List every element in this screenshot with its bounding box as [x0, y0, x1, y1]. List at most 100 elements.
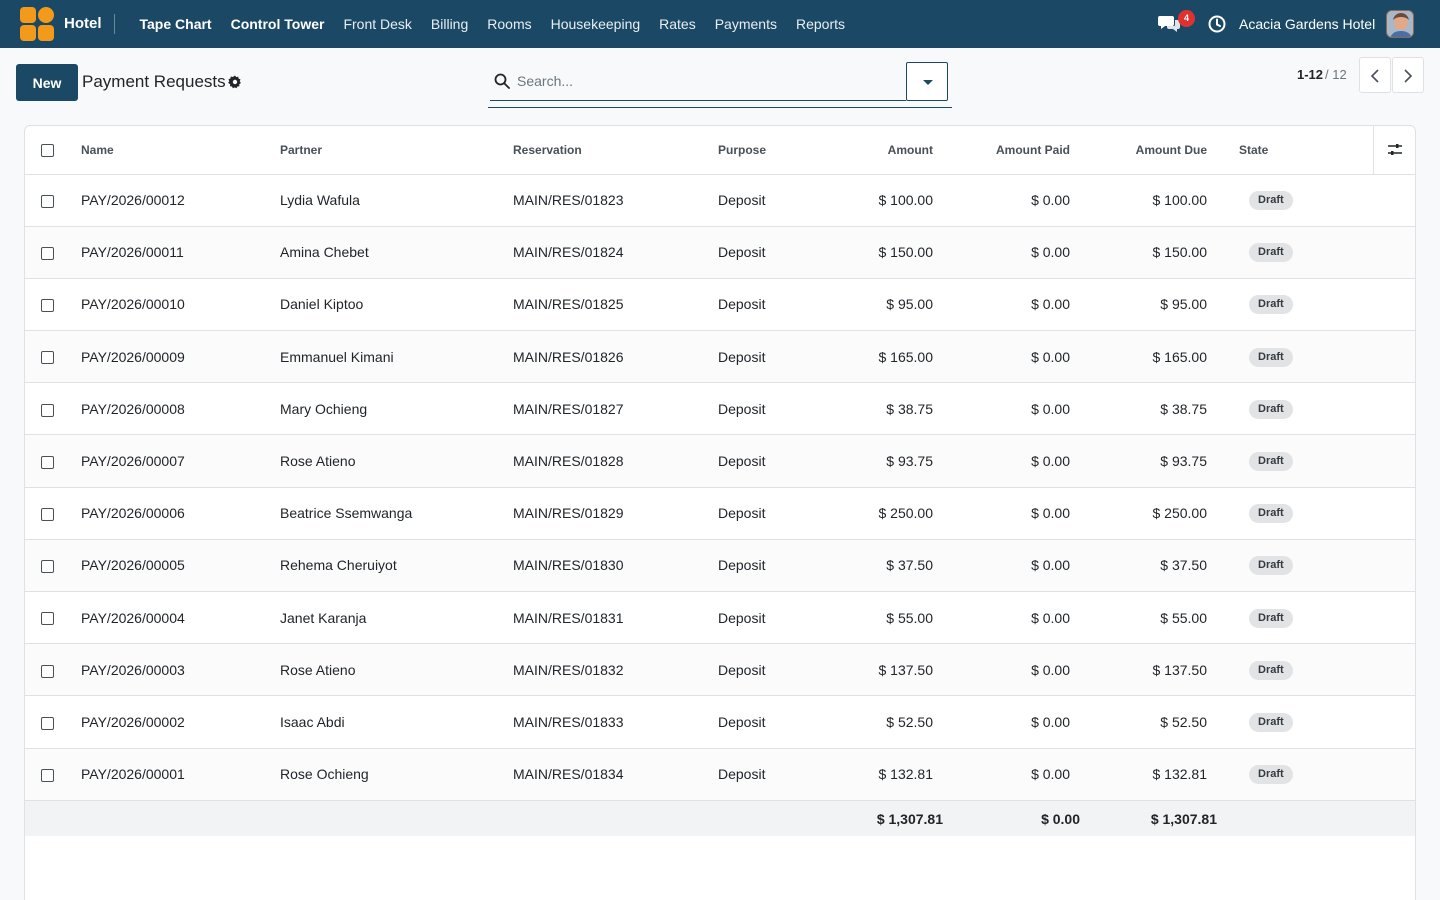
cell-amount-due[interactable]: $ 38.75	[1070, 382, 1207, 436]
cell-state[interactable]: Draft	[1207, 330, 1373, 384]
cell-purpose[interactable]: Deposit	[718, 330, 838, 384]
cell-amount-paid[interactable]: $ 0.00	[933, 695, 1070, 749]
header-reservation[interactable]: Reservation	[513, 126, 718, 175]
search-options-toggle[interactable]	[906, 62, 948, 101]
header-amount-due[interactable]: Amount Due	[1070, 126, 1207, 175]
menu-tape-chart[interactable]: Tape Chart	[139, 16, 212, 32]
row-checkbox[interactable]	[41, 247, 54, 261]
cell-amount-paid[interactable]: $ 0.00	[933, 226, 1070, 279]
search-input[interactable]	[517, 70, 897, 92]
cell-purpose[interactable]: Deposit	[718, 748, 838, 801]
user-avatar[interactable]	[1386, 10, 1414, 38]
menu-billing[interactable]: Billing	[430, 16, 469, 32]
cell-partner[interactable]: Mary Ochieng	[280, 382, 513, 436]
cell-partner[interactable]: Rose Atieno	[280, 434, 513, 488]
clock-icon[interactable]	[1208, 15, 1226, 33]
cell-purpose[interactable]: Deposit	[718, 174, 838, 227]
cell-state[interactable]: Draft	[1207, 278, 1373, 332]
pager-next-button[interactable]	[1392, 57, 1424, 93]
cell-name[interactable]: PAY/2026/00006	[81, 487, 280, 540]
menu-housekeeping[interactable]: Housekeeping	[550, 16, 641, 32]
cell-partner[interactable]: Daniel Kiptoo	[280, 278, 513, 332]
menu-reports[interactable]: Reports	[795, 16, 845, 32]
cell-partner[interactable]: Rehema Cheruiyot	[280, 539, 513, 593]
cell-state[interactable]: Draft	[1207, 434, 1373, 488]
cell-amount-paid[interactable]: $ 0.00	[933, 382, 1070, 436]
table-row[interactable]: PAY/2026/00005 Rehema Cheruiyot MAIN/RES/0…	[25, 539, 1415, 593]
app-name[interactable]: Hotel	[64, 15, 102, 32]
cell-purpose[interactable]: Deposit	[718, 382, 838, 436]
header-amount-paid[interactable]: Amount Paid	[933, 126, 1070, 175]
cell-amount-paid[interactable]: $ 0.00	[933, 591, 1070, 645]
cell-reservation[interactable]: MAIN/RES/01826	[513, 330, 718, 384]
optional-columns-toggle[interactable]	[1372, 126, 1415, 175]
table-row[interactable]: PAY/2026/00004 Janet Karanja MAIN/RES/0183…	[25, 591, 1415, 645]
cell-amount-due[interactable]: $ 52.50	[1070, 695, 1207, 749]
cell-amount-due[interactable]: $ 165.00	[1070, 330, 1207, 384]
gear-icon[interactable]	[228, 75, 242, 89]
cell-reservation[interactable]: MAIN/RES/01833	[513, 695, 718, 749]
cell-name[interactable]: PAY/2026/00005	[81, 539, 280, 593]
cell-amount[interactable]: $ 37.50	[838, 539, 933, 593]
cell-state[interactable]: Draft	[1207, 226, 1373, 279]
cell-purpose[interactable]: Deposit	[718, 226, 838, 279]
cell-amount-paid[interactable]: $ 0.00	[933, 174, 1070, 227]
cell-amount[interactable]: $ 38.75	[838, 382, 933, 436]
cell-state[interactable]: Draft	[1207, 382, 1373, 436]
cell-purpose[interactable]: Deposit	[718, 591, 838, 645]
header-amount[interactable]: Amount	[838, 126, 933, 175]
cell-name[interactable]: PAY/2026/00008	[81, 382, 280, 436]
table-row[interactable]: PAY/2026/00010 Daniel Kiptoo MAIN/RES/0182…	[25, 278, 1415, 332]
cell-reservation[interactable]: MAIN/RES/01834	[513, 748, 718, 801]
chat-icon[interactable]	[1158, 15, 1180, 33]
row-checkbox[interactable]	[41, 612, 54, 626]
cell-state[interactable]: Draft	[1207, 539, 1373, 593]
cell-reservation[interactable]: MAIN/RES/01823	[513, 174, 718, 227]
table-row[interactable]: PAY/2026/00009 Emmanuel Kimani MAIN/RES/01…	[25, 330, 1415, 384]
cell-amount[interactable]: $ 150.00	[838, 226, 933, 279]
cell-reservation[interactable]: MAIN/RES/01832	[513, 643, 718, 697]
cell-name[interactable]: PAY/2026/00003	[81, 643, 280, 697]
cell-state[interactable]: Draft	[1207, 591, 1373, 645]
cell-amount-due[interactable]: $ 93.75	[1070, 434, 1207, 488]
cell-reservation[interactable]: MAIN/RES/01829	[513, 487, 718, 540]
cell-amount-due[interactable]: $ 37.50	[1070, 539, 1207, 593]
cell-purpose[interactable]: Deposit	[718, 695, 838, 749]
cell-reservation[interactable]: MAIN/RES/01824	[513, 226, 718, 279]
cell-amount[interactable]: $ 93.75	[838, 434, 933, 488]
cell-amount-paid[interactable]: $ 0.00	[933, 643, 1070, 697]
cell-amount[interactable]: $ 137.50	[838, 643, 933, 697]
pager-value[interactable]: 1-12	[1297, 67, 1324, 82]
cell-partner[interactable]: Lydia Wafula	[280, 174, 513, 227]
cell-amount[interactable]: $ 250.00	[838, 487, 933, 540]
cell-amount[interactable]: $ 100.00	[838, 174, 933, 227]
cell-purpose[interactable]: Deposit	[718, 278, 838, 332]
cell-name[interactable]: PAY/2026/00011	[81, 226, 280, 279]
header-partner[interactable]: Partner	[280, 126, 513, 175]
row-checkbox[interactable]	[41, 455, 54, 469]
cell-partner[interactable]: Rose Ochieng	[280, 748, 513, 801]
cell-amount-paid[interactable]: $ 0.00	[933, 487, 1070, 540]
cell-name[interactable]: PAY/2026/00012	[81, 174, 280, 227]
row-checkbox[interactable]	[41, 768, 54, 782]
cell-amount[interactable]: $ 55.00	[838, 591, 933, 645]
header-state[interactable]: State	[1207, 126, 1373, 175]
table-row[interactable]: PAY/2026/00006 Beatrice Ssemwanga MAIN/RES…	[25, 487, 1415, 540]
cell-reservation[interactable]: MAIN/RES/01830	[513, 539, 718, 593]
cell-partner[interactable]: Rose Atieno	[280, 643, 513, 697]
table-row[interactable]: PAY/2026/00002 Isaac Abdi MAIN/RES/01833 De…	[25, 695, 1415, 749]
header-purpose[interactable]: Purpose	[718, 126, 838, 175]
cell-name[interactable]: PAY/2026/00002	[81, 695, 280, 749]
cell-reservation[interactable]: MAIN/RES/01827	[513, 382, 718, 436]
cell-purpose[interactable]: Deposit	[718, 487, 838, 540]
cell-amount-paid[interactable]: $ 0.00	[933, 330, 1070, 384]
cell-state[interactable]: Draft	[1207, 643, 1373, 697]
cell-amount-due[interactable]: $ 55.00	[1070, 591, 1207, 645]
cell-purpose[interactable]: Deposit	[718, 434, 838, 488]
cell-amount[interactable]: $ 52.50	[838, 695, 933, 749]
cell-partner[interactable]: Emmanuel Kimani	[280, 330, 513, 384]
row-checkbox[interactable]	[41, 560, 54, 574]
row-checkbox[interactable]	[41, 351, 54, 365]
table-row[interactable]: PAY/2026/00001 Rose Ochieng MAIN/RES/01834…	[25, 748, 1415, 801]
cell-state[interactable]: Draft	[1207, 174, 1373, 227]
